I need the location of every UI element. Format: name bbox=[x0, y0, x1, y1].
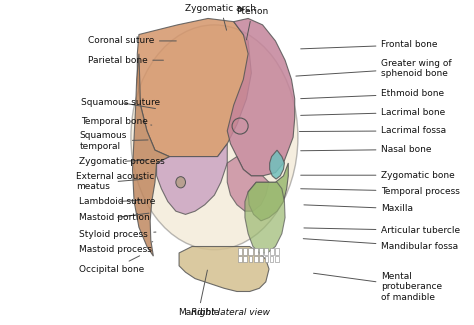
Text: Zygomatic bone: Zygomatic bone bbox=[301, 171, 455, 180]
Bar bbox=[275, 256, 279, 262]
Bar bbox=[244, 256, 247, 262]
Text: Mastoid process: Mastoid process bbox=[80, 242, 153, 254]
Bar bbox=[275, 248, 279, 254]
Bar bbox=[270, 248, 273, 254]
Text: Mastoid portion: Mastoid portion bbox=[80, 213, 150, 222]
Text: Mandible: Mandible bbox=[178, 270, 219, 317]
Text: Temporal bone: Temporal bone bbox=[81, 117, 152, 126]
Bar bbox=[254, 256, 257, 262]
Text: External acoustic
meatus: External acoustic meatus bbox=[76, 172, 155, 191]
Text: Greater wing of
sphenoid bone: Greater wing of sphenoid bone bbox=[296, 58, 452, 78]
Bar bbox=[264, 256, 268, 262]
Bar bbox=[264, 248, 268, 254]
Text: Frontal bone: Frontal bone bbox=[301, 40, 438, 49]
Text: Squamous suture: Squamous suture bbox=[81, 98, 160, 109]
Bar bbox=[238, 256, 242, 262]
Bar bbox=[259, 256, 263, 262]
Polygon shape bbox=[179, 247, 269, 292]
Text: Lacrimal bone: Lacrimal bone bbox=[301, 108, 446, 117]
Polygon shape bbox=[156, 144, 227, 214]
Polygon shape bbox=[245, 182, 285, 253]
Polygon shape bbox=[227, 157, 269, 211]
Polygon shape bbox=[133, 54, 169, 256]
Ellipse shape bbox=[176, 177, 185, 188]
Text: Articular tubercle: Articular tubercle bbox=[304, 226, 461, 235]
Text: Coronal suture: Coronal suture bbox=[88, 36, 176, 46]
Text: Zygomatic process: Zygomatic process bbox=[80, 157, 165, 166]
Text: Lambdoid suture: Lambdoid suture bbox=[80, 197, 156, 206]
Polygon shape bbox=[137, 19, 251, 157]
Bar bbox=[249, 256, 252, 262]
Text: Right lateral view: Right lateral view bbox=[191, 307, 270, 317]
Polygon shape bbox=[270, 150, 284, 179]
Text: Occipital bone: Occipital bone bbox=[80, 256, 145, 274]
Text: Squamous
temporal: Squamous temporal bbox=[80, 131, 148, 151]
Polygon shape bbox=[227, 19, 295, 176]
Text: Zygomatic arch: Zygomatic arch bbox=[185, 4, 256, 30]
Text: Lacrimal fossa: Lacrimal fossa bbox=[300, 126, 447, 136]
Text: Ethmoid bone: Ethmoid bone bbox=[301, 89, 445, 98]
Bar bbox=[248, 248, 253, 254]
Text: Styloid process: Styloid process bbox=[80, 230, 156, 239]
Text: Mental
protuberance
of mandible: Mental protuberance of mandible bbox=[313, 272, 443, 302]
Polygon shape bbox=[248, 163, 288, 221]
Text: Nasal bone: Nasal bone bbox=[301, 145, 432, 154]
Text: Pterion: Pterion bbox=[236, 7, 268, 40]
Text: Temporal process: Temporal process bbox=[301, 187, 460, 196]
Bar bbox=[243, 248, 247, 254]
Text: Parietal bone: Parietal bone bbox=[88, 56, 164, 65]
Bar bbox=[254, 248, 258, 254]
Text: Maxilla: Maxilla bbox=[304, 204, 413, 213]
Bar bbox=[270, 256, 273, 262]
Bar bbox=[238, 248, 242, 254]
Ellipse shape bbox=[131, 25, 298, 250]
Text: Mandibular fossa: Mandibular fossa bbox=[303, 239, 458, 251]
Bar bbox=[259, 248, 263, 254]
